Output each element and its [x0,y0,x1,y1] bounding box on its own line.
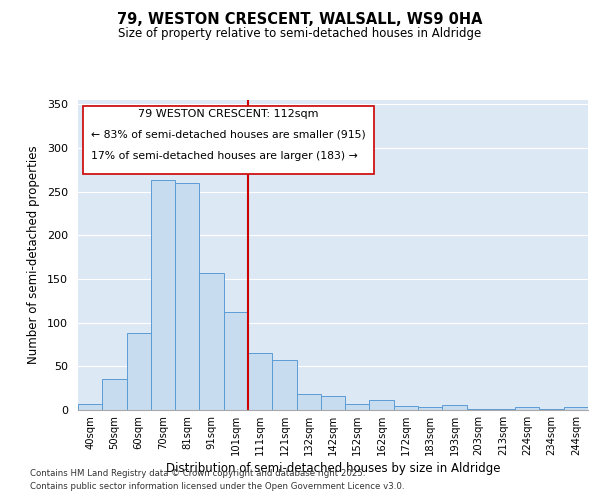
Bar [199,273,224,410]
Bar [175,183,199,410]
Bar [102,380,127,410]
Bar [272,360,296,410]
Bar [394,406,418,410]
Text: ← 83% of semi-detached houses are smaller (915): ← 83% of semi-detached houses are smalle… [91,130,365,140]
Text: 17% of semi-detached houses are larger (183) →: 17% of semi-detached houses are larger (… [91,151,358,161]
FancyBboxPatch shape [83,106,374,174]
Bar [418,406,442,410]
Bar [321,396,345,410]
Bar [442,405,467,410]
Bar [248,353,272,410]
Bar [151,180,175,410]
Bar [467,409,491,410]
Text: 79 WESTON CRESCENT: 112sqm: 79 WESTON CRESCENT: 112sqm [138,110,319,120]
Bar [127,333,151,410]
X-axis label: Distribution of semi-detached houses by size in Aldridge: Distribution of semi-detached houses by … [166,462,500,475]
Bar [78,404,102,410]
Y-axis label: Number of semi-detached properties: Number of semi-detached properties [27,146,40,364]
Bar [345,404,370,410]
Bar [564,406,588,410]
Bar [370,400,394,410]
Bar [296,394,321,410]
Text: 79, WESTON CRESCENT, WALSALL, WS9 0HA: 79, WESTON CRESCENT, WALSALL, WS9 0HA [117,12,483,28]
Text: Contains public sector information licensed under the Open Government Licence v3: Contains public sector information licen… [30,482,404,491]
Bar [515,408,539,410]
Text: Contains HM Land Registry data © Crown copyright and database right 2025.: Contains HM Land Registry data © Crown c… [30,468,365,477]
Bar [224,312,248,410]
Bar [539,409,564,410]
Text: Size of property relative to semi-detached houses in Aldridge: Size of property relative to semi-detach… [118,28,482,40]
Bar [491,409,515,410]
